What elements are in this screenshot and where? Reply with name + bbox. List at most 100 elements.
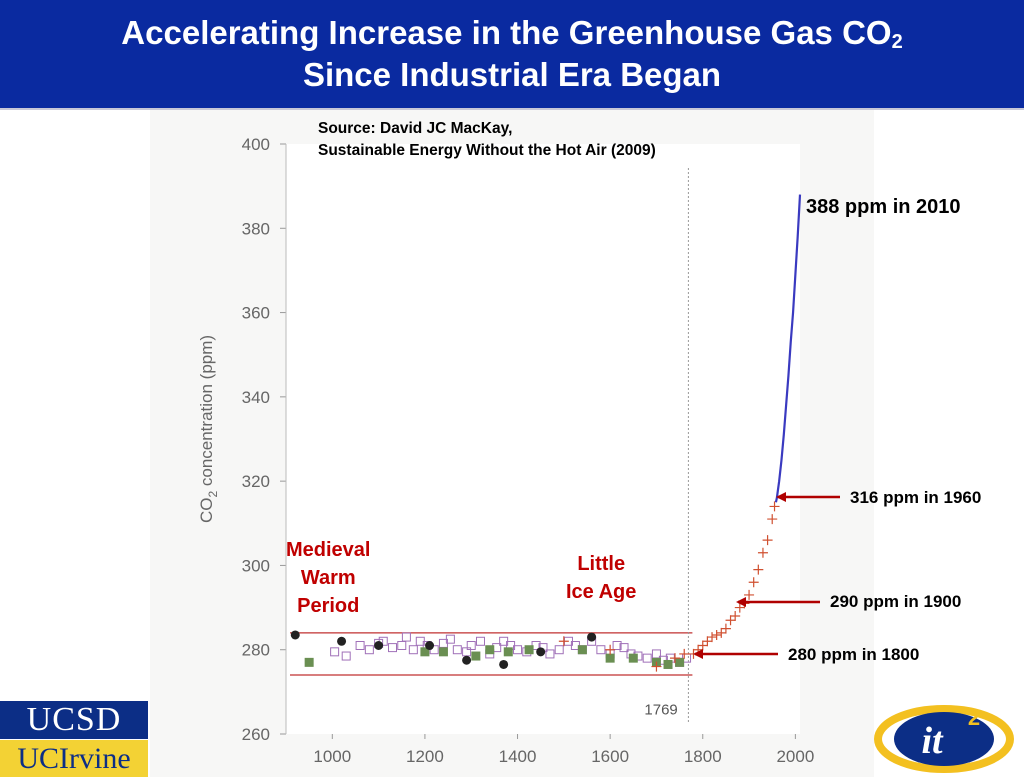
data-point-filled-square	[485, 645, 495, 655]
medieval-line1: Medieval	[286, 539, 371, 561]
slide-title-line1: Accelerating Increase in the Greenhouse …	[0, 14, 1024, 54]
data-point-open-square	[619, 643, 629, 653]
data-point-filled-square	[577, 645, 587, 655]
y-tick-label: 300	[242, 556, 270, 575]
series-line-modern	[774, 194, 802, 503]
y-tick-label: 380	[242, 219, 270, 238]
it2-logo-text: it	[921, 720, 944, 762]
data-point-circle	[536, 647, 546, 657]
marker-1769-label: 1769	[644, 702, 677, 719]
medieval-line3: Period	[297, 595, 360, 617]
data-point-open-square	[397, 641, 407, 650]
x-tick-label: 1800	[684, 747, 722, 766]
data-point-filled-square	[524, 645, 534, 655]
data-point-open-square	[513, 645, 523, 655]
data-point-circle	[337, 636, 347, 646]
x-tick-label: 2000	[776, 747, 814, 766]
littleice-line2: Ice Age	[566, 581, 637, 603]
data-point-circle	[425, 641, 435, 650]
x-tick-label: 1000	[313, 747, 351, 766]
data-point-plus	[679, 648, 690, 659]
data-point-open-square	[401, 632, 411, 642]
data-point-open-square	[475, 636, 485, 646]
title-subscript: 2	[891, 31, 903, 53]
y-tick-label: 280	[242, 641, 270, 660]
data-point-plus	[762, 535, 773, 546]
title-bar: Accelerating Increase in the Greenhouse …	[0, 0, 1024, 110]
ucirvine-logo: UCIrvine	[0, 740, 148, 777]
data-point-plus	[651, 661, 662, 672]
data-point-filled-square	[471, 651, 481, 661]
data-point-open-square	[408, 645, 418, 655]
data-point-plus	[707, 632, 718, 643]
data-point-filled-square	[628, 653, 638, 663]
y-tick-label: 340	[242, 388, 270, 407]
y-tick-label: 400	[242, 135, 270, 154]
data-point-plus	[716, 627, 727, 638]
title-text: Accelerating Increase in the Greenhouse …	[121, 14, 892, 51]
little-ice-age-label: Little Ice Age	[566, 550, 636, 606]
data-point-plus	[767, 514, 778, 525]
data-point-open-square	[596, 645, 606, 655]
data-point-plus	[753, 564, 764, 575]
data-point-filled-square	[304, 657, 314, 667]
data-point-plus	[769, 501, 780, 512]
data-point-filled-square	[605, 653, 615, 663]
y-tick-label: 260	[242, 725, 270, 744]
x-tick-label: 1600	[591, 747, 629, 766]
y-tick-label: 320	[242, 472, 270, 491]
annotation-1800: 280 ppm in 1800	[788, 645, 920, 664]
y-tick-label: 360	[242, 304, 270, 323]
data-point-open-square	[445, 634, 455, 644]
plot-area	[286, 144, 800, 734]
annotation-1900: 290 ppm in 1900	[830, 592, 962, 611]
source-line2: Sustainable Energy Without the Hot Air (…	[318, 142, 656, 159]
data-point-open-square	[612, 641, 622, 650]
co2-chart: 1769 260 280 300 320 340 360 380 400 1000 1200 1400…	[197, 135, 814, 766]
chart-panel: 1769 260 280 300 320 340 360 380 400 1000 1200 1400…	[150, 110, 874, 777]
data-point-plus	[730, 611, 741, 621]
medieval-line2: Warm	[300, 567, 356, 589]
data-point-filled-square	[503, 647, 513, 657]
data-point-open-square	[642, 653, 652, 663]
data-point-plus	[669, 653, 680, 664]
data-point-open-square	[452, 645, 462, 655]
data-point-plus	[748, 577, 759, 588]
data-point-plus	[720, 623, 731, 634]
data-point-circle	[290, 630, 300, 640]
data-point-open-square	[545, 649, 555, 659]
data-point-open-square	[554, 645, 564, 655]
ucsd-logo: UCSD	[0, 701, 148, 739]
data-point-plus	[702, 636, 713, 647]
annotation-1960: 316 ppm in 1960	[850, 488, 982, 507]
data-point-open-square	[330, 647, 340, 657]
data-point-plus	[725, 615, 736, 626]
ucirvine-logo-text: UCIrvine	[17, 742, 131, 775]
data-point-open-square	[355, 641, 365, 650]
data-point-plus	[744, 589, 755, 600]
it2-logo: it 2	[874, 705, 1014, 773]
medieval-warm-period-label: Medieval Warm Period	[286, 536, 370, 620]
it2-logo-superscript: 2	[968, 705, 980, 730]
data-point-plus	[757, 547, 768, 558]
data-point-open-square	[466, 641, 476, 650]
annotation-2010: 388 ppm in 2010	[806, 196, 961, 218]
data-point-plus	[605, 644, 616, 655]
data-point-plus	[697, 640, 708, 651]
x-tick-label: 1400	[499, 747, 537, 766]
data-point-plus	[711, 629, 722, 640]
source-line1: Source: David JC MacKay,	[318, 120, 513, 137]
data-point-open-square	[364, 645, 374, 655]
ucsd-logo-text: UCSD	[26, 701, 122, 738]
data-point-plus	[558, 636, 569, 647]
data-point-filled-square	[663, 659, 673, 669]
slide-title-line2: Since Industrial Era Began	[302, 56, 722, 93]
data-point-circle	[587, 632, 597, 642]
data-point-open-square	[388, 643, 398, 653]
data-point-filled-square	[438, 647, 448, 657]
x-tick-label: 1200	[406, 747, 444, 766]
source-citation: Source: David JC MacKay, Sustainable Ene…	[318, 118, 656, 162]
y-axis-label: CO2 concentration (ppm)	[197, 335, 220, 523]
data-point-circle	[462, 655, 472, 665]
littleice-line1: Little	[577, 553, 626, 575]
